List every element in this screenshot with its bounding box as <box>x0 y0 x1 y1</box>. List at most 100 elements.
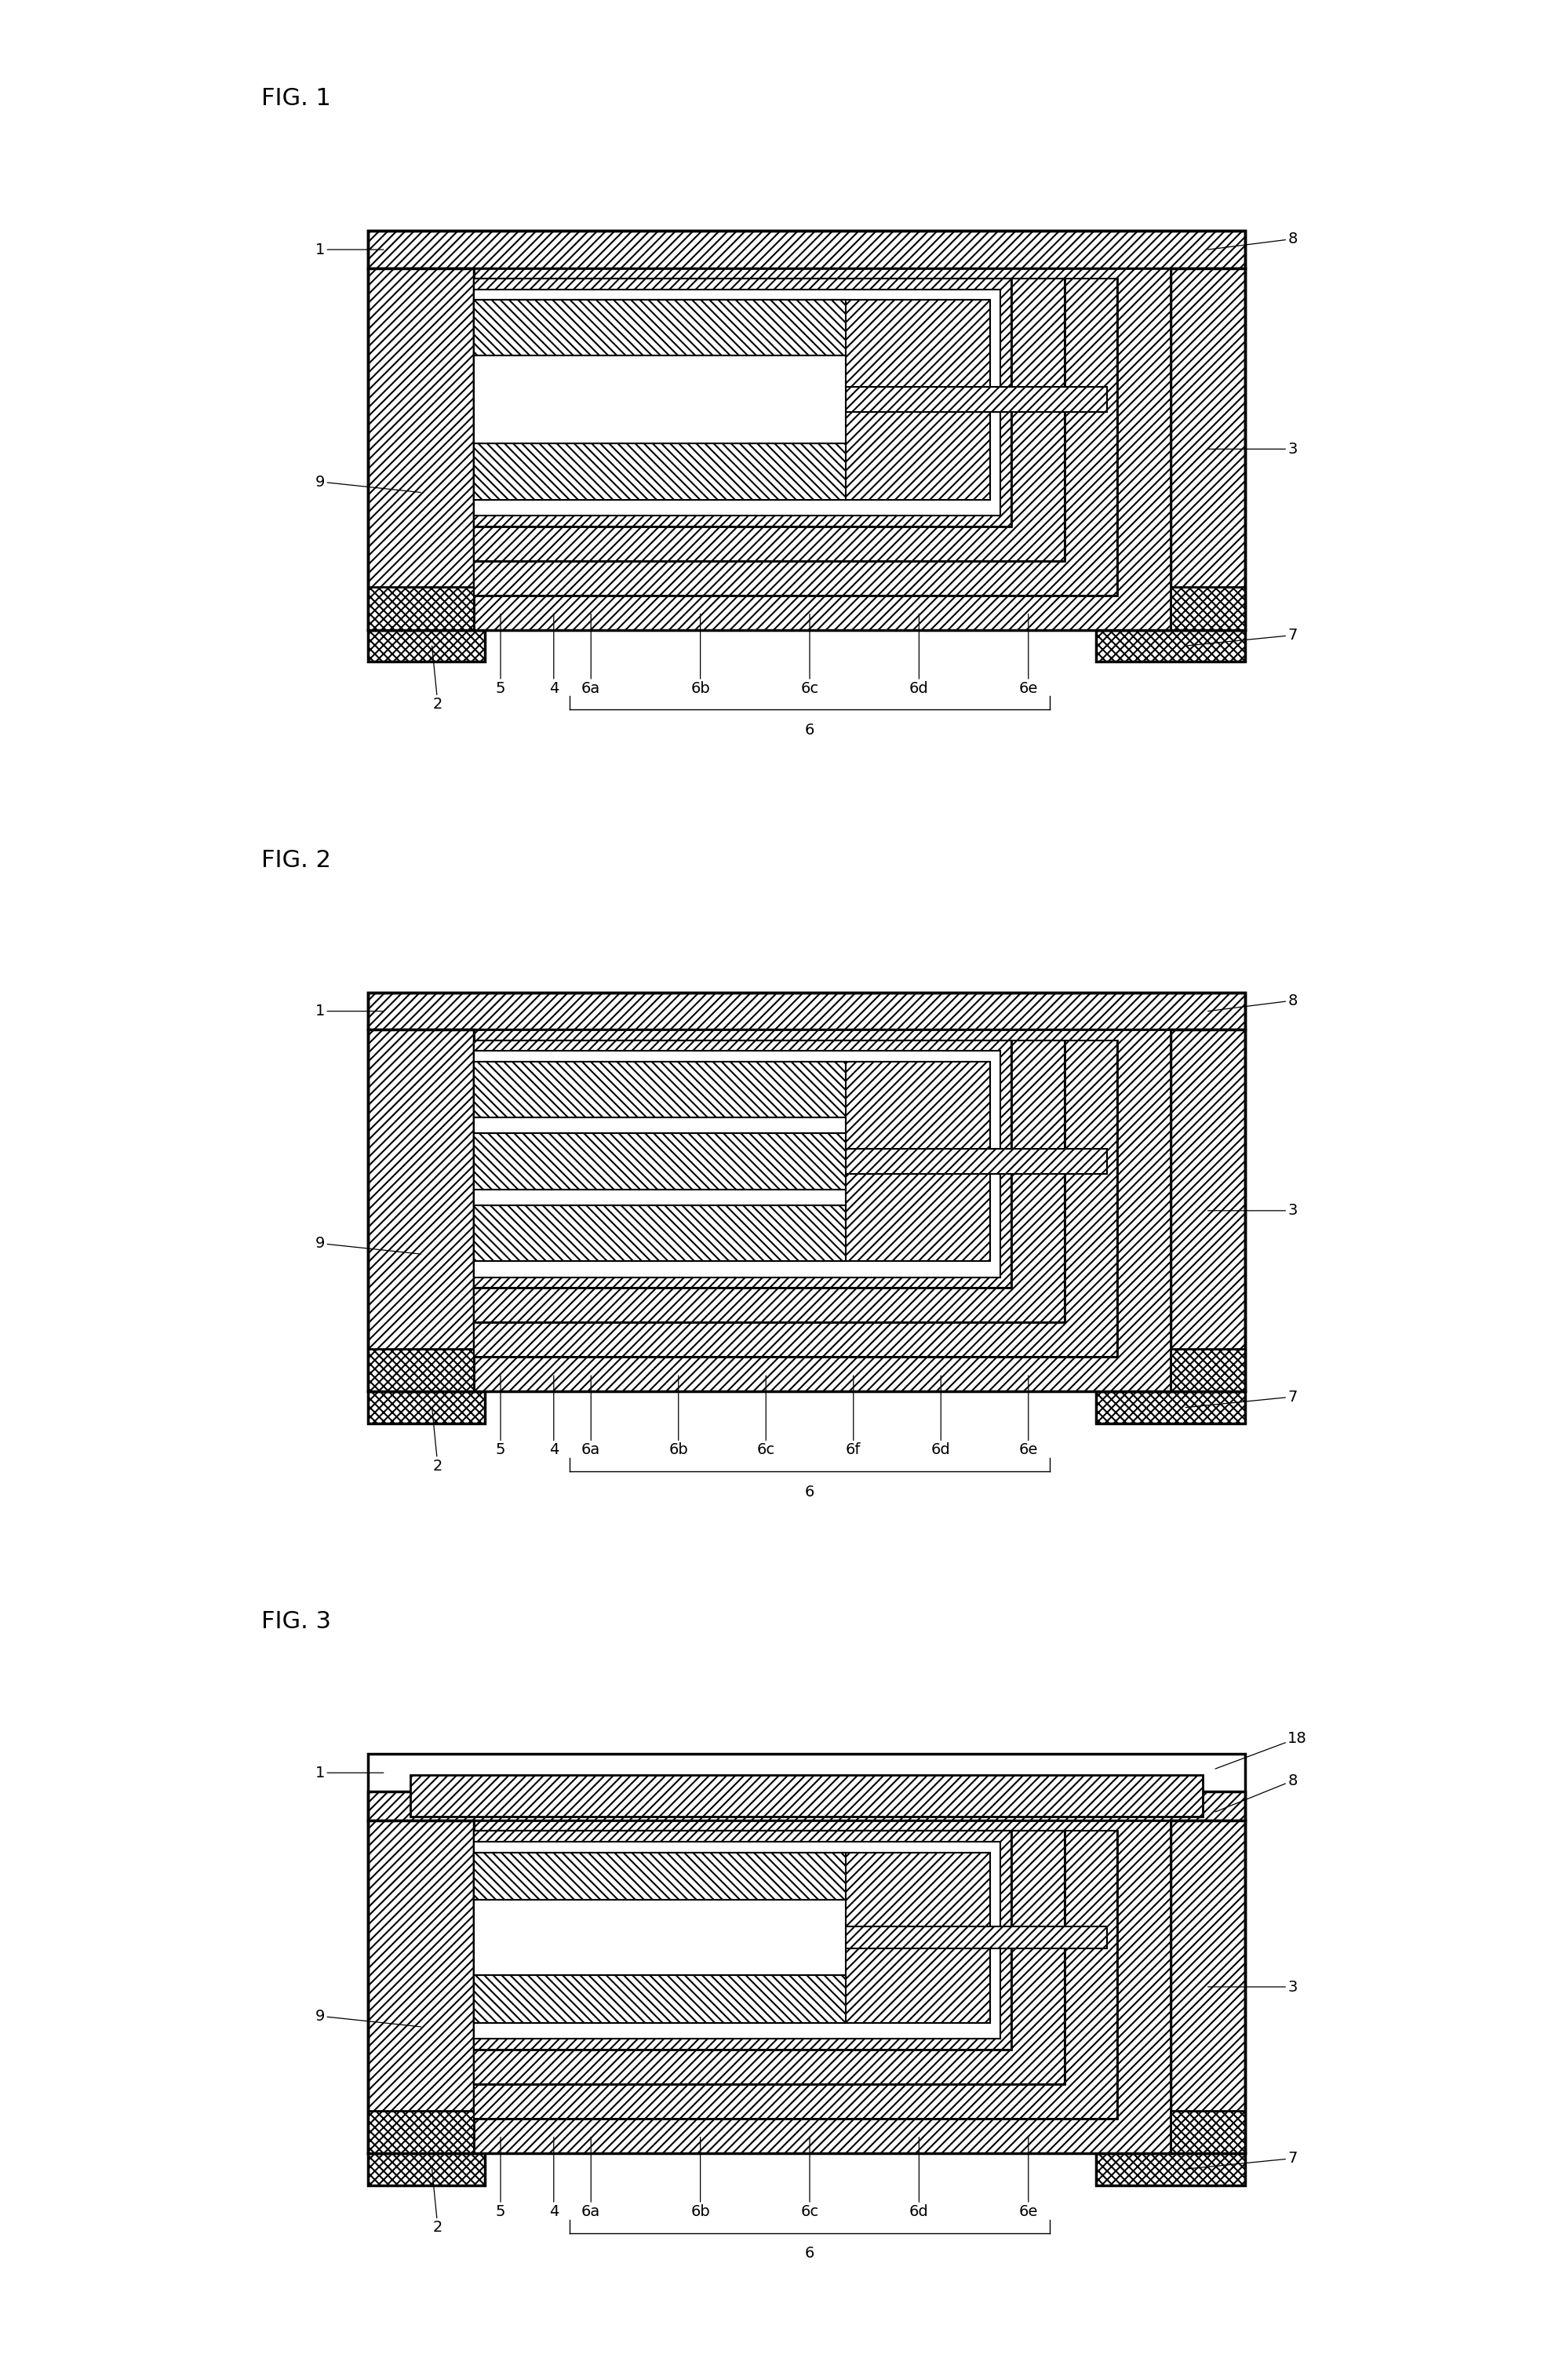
Text: 6: 6 <box>805 1485 815 1499</box>
Text: 5: 5 <box>496 614 505 695</box>
Bar <box>1096 2154 1246 2185</box>
Text: 6c: 6c <box>801 614 819 695</box>
Text: 7: 7 <box>1185 628 1297 645</box>
Text: 1: 1 <box>316 1766 384 1780</box>
Text: 4: 4 <box>549 2137 558 2218</box>
Bar <box>367 992 1246 1392</box>
Text: 2: 2 <box>432 1407 443 1473</box>
Text: 6d: 6d <box>910 614 928 695</box>
Bar <box>1171 1349 1246 1392</box>
Bar <box>474 278 1064 562</box>
Text: 9: 9 <box>316 474 421 493</box>
Text: 4: 4 <box>549 1376 558 1457</box>
Bar <box>367 631 485 662</box>
Bar <box>367 992 1246 1031</box>
Text: 6b: 6b <box>669 1376 689 1457</box>
Bar <box>1171 2111 1246 2154</box>
Bar <box>474 1830 1011 2049</box>
Bar <box>474 278 1064 562</box>
Bar <box>474 278 1011 526</box>
Bar <box>367 1821 474 2154</box>
Bar <box>474 1052 1000 1278</box>
Bar <box>474 443 846 500</box>
Text: 6a: 6a <box>582 614 600 695</box>
Text: 5: 5 <box>496 2137 505 2218</box>
Text: 6b: 6b <box>690 2137 711 2218</box>
Bar <box>474 1830 1064 2085</box>
Text: 6b: 6b <box>690 614 711 695</box>
Bar <box>474 1133 846 1190</box>
Bar <box>367 1392 485 1423</box>
Bar <box>474 1031 1171 1392</box>
Bar <box>474 269 1171 631</box>
Bar <box>1096 1392 1246 1423</box>
Bar <box>474 1821 1171 2154</box>
Text: 18: 18 <box>1216 1730 1308 1768</box>
Text: 7: 7 <box>1185 2152 1297 2168</box>
Text: 1: 1 <box>316 1004 384 1019</box>
Text: 6: 6 <box>805 724 815 738</box>
Bar <box>474 1040 1011 1288</box>
Bar <box>474 1830 1118 2118</box>
Text: 1: 1 <box>316 243 384 257</box>
Text: 8: 8 <box>1208 231 1297 250</box>
Bar <box>474 300 991 500</box>
Bar <box>474 1204 846 1261</box>
Text: 8: 8 <box>1208 992 1297 1012</box>
Bar <box>474 1852 846 1899</box>
Text: 2: 2 <box>432 2168 443 2235</box>
Text: 3: 3 <box>1208 443 1297 457</box>
Bar <box>1171 1821 1246 2154</box>
Bar <box>474 290 1000 516</box>
Bar <box>474 1061 991 1261</box>
Bar <box>474 1040 1064 1323</box>
Bar <box>474 1040 1011 1288</box>
Text: 6e: 6e <box>1019 1376 1037 1457</box>
Bar <box>474 1830 1064 2085</box>
Text: FIG. 3: FIG. 3 <box>261 1611 331 1633</box>
Bar <box>474 355 846 443</box>
Text: 6f: 6f <box>846 1376 861 1457</box>
Bar <box>367 1349 474 1392</box>
Text: 5: 5 <box>496 1376 505 1457</box>
Bar <box>367 2154 485 2185</box>
Bar <box>846 1928 1107 1949</box>
Bar <box>367 231 1246 631</box>
Bar <box>474 1116 846 1133</box>
Bar <box>846 388 1107 412</box>
Bar <box>474 1842 1000 2040</box>
Bar <box>474 1040 1118 1357</box>
Bar <box>1096 631 1246 662</box>
Text: FIG. 1: FIG. 1 <box>261 88 331 109</box>
Bar <box>474 300 846 355</box>
Text: 6d: 6d <box>931 1376 950 1457</box>
Text: 3: 3 <box>1208 1980 1297 1994</box>
Bar <box>474 1975 846 2023</box>
Text: 4: 4 <box>549 614 558 695</box>
Text: 6a: 6a <box>582 2137 600 2218</box>
Bar <box>367 1031 474 1392</box>
Bar <box>367 231 1246 269</box>
Bar <box>474 1830 1118 2118</box>
Text: 6e: 6e <box>1019 614 1037 695</box>
Text: 6d: 6d <box>910 2137 928 2218</box>
Text: 2: 2 <box>432 645 443 712</box>
Bar <box>474 1830 1011 2049</box>
Bar <box>846 1150 1107 1173</box>
Bar <box>474 278 1118 595</box>
Text: 7: 7 <box>1185 1390 1297 1407</box>
Text: 9: 9 <box>316 2009 421 2028</box>
Text: 9: 9 <box>316 1235 421 1254</box>
Text: 6e: 6e <box>1019 2137 1037 2218</box>
Text: 6: 6 <box>805 2247 815 2261</box>
Bar <box>1171 1031 1246 1392</box>
Bar <box>367 1792 1246 1821</box>
Text: 8: 8 <box>1216 1773 1297 1811</box>
Bar <box>474 278 1011 526</box>
Text: FIG. 2: FIG. 2 <box>261 850 331 871</box>
Bar <box>474 1040 1118 1357</box>
Bar <box>474 1061 846 1116</box>
Bar <box>367 588 474 631</box>
Bar <box>367 1754 1246 2154</box>
Text: 3: 3 <box>1208 1204 1297 1219</box>
